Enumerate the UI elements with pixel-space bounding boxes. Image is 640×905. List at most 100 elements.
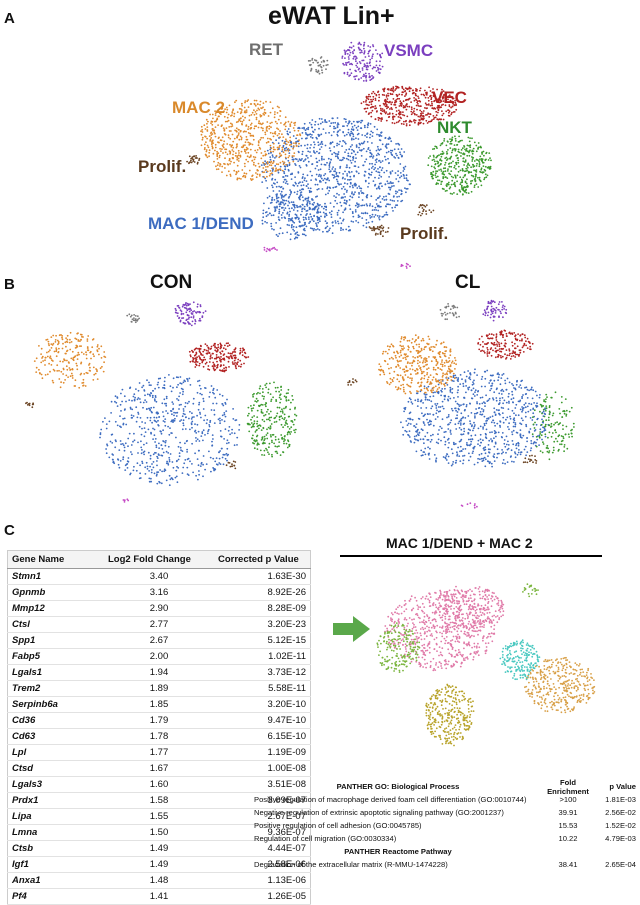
- cluster-mac2: [200, 99, 302, 182]
- title-underline: [340, 555, 602, 557]
- p-value-cell: 9.36E-07: [214, 824, 311, 841]
- fold-enrichment-cell: 38.41: [558, 860, 578, 869]
- cluster-vec: [360, 85, 458, 127]
- cluster-misc: [263, 246, 411, 269]
- panther-reactome-header-row: PANTHER Reactome Pathway: [254, 845, 636, 858]
- fold-enrichment-cell: >100: [559, 795, 577, 804]
- table-row: Lipa 1.55 2.67E-07: [7, 808, 311, 825]
- p-value-cell: 1.52E-02: [605, 821, 636, 830]
- panther-table: PANTHER GO: Biological Process Fold Enri…: [254, 778, 636, 871]
- label-vec: VEC: [432, 88, 467, 107]
- fold-change-cell: 1.94: [104, 664, 214, 681]
- panel-b-letter: B: [4, 276, 15, 293]
- p-value-cell: 1.81E-03: [605, 795, 636, 804]
- gene-name-cell: Stmn1: [7, 568, 104, 585]
- fold-change-cell: 1.67: [104, 760, 214, 777]
- panther-row: Positive regulation of cell adhesion (GO…: [254, 819, 636, 832]
- gene-name-cell: Ctsd: [7, 760, 104, 777]
- gene-table: Gene Name Log2 Fold Change Corrected p V…: [7, 550, 311, 905]
- gene-name-cell: Ctsl: [7, 616, 104, 633]
- fold-change-cell: 1.78: [104, 728, 214, 745]
- gene-name-cell: Lgals3: [7, 776, 104, 793]
- cluster-vsmc: [341, 41, 384, 82]
- fold-change-cell: 1.55: [104, 808, 214, 825]
- table-row: Lgals3 1.60 3.51E-08: [7, 776, 311, 793]
- cluster-mac1: [260, 117, 411, 241]
- panther-row: Positive regulation of macrophage derive…: [254, 793, 636, 806]
- p-value-cell: 1.13E-06: [214, 872, 311, 889]
- p-value-cell: 3.20E-10: [214, 696, 311, 713]
- p-value-cell: 3.09E-07: [214, 792, 311, 809]
- table-row: Stmn1 3.40 1.63E-30: [7, 568, 311, 585]
- gene-name-cell: Cd36: [7, 712, 104, 729]
- fold-change-cell: 1.85: [104, 696, 214, 713]
- cl-plot: [347, 299, 575, 509]
- p-value-cell: 3.73E-12: [214, 664, 311, 681]
- panther-reactome-header: PANTHER Reactome Pathway: [344, 847, 452, 856]
- p-value-cell: 3.51E-08: [214, 776, 311, 793]
- arrow-icon: [333, 616, 370, 642]
- fold-change-cell: 1.89: [104, 680, 214, 697]
- table-row: Prdx1 1.58 3.09E-07: [7, 792, 311, 809]
- gene-name-cell: Anxa1: [7, 872, 104, 889]
- gene-name-cell: Lgals1: [7, 664, 104, 681]
- label-mac1-dend: MAC 1/DEND: [148, 214, 254, 233]
- fold-change-cell: 1.48: [104, 872, 214, 889]
- table-row: Ctsl 2.77 3.20E-23: [7, 616, 311, 633]
- gene-name-cell: Pf4: [7, 888, 104, 905]
- panther-go-header-row: PANTHER GO: Biological Process Fold Enri…: [254, 778, 636, 796]
- p-value-cell: 3.20E-23: [214, 616, 311, 633]
- fold-enrichment-cell: 15.53: [558, 821, 578, 830]
- panel-a-letter: A: [4, 10, 15, 27]
- term-cell: Positive regulation of cell adhesion (GO…: [254, 821, 422, 830]
- label-vsmc: VSMC: [384, 41, 434, 60]
- p-value-cell: 9.47E-10: [214, 712, 311, 729]
- fold-enrichment-cell: 39.91: [558, 808, 578, 817]
- gene-name-cell: Cd63: [7, 728, 104, 745]
- p-value-cell: 4.79E-03: [605, 834, 636, 843]
- con-plot: [25, 301, 298, 503]
- fold-change-cell: 2.67: [104, 632, 214, 649]
- header-gene-name: Gene Name: [7, 550, 104, 569]
- label-nkt: NKT: [437, 118, 472, 137]
- header-pvalue: Corrected p Value: [214, 550, 311, 569]
- fold-change-cell: 3.16: [104, 584, 214, 601]
- label-ret: RET: [249, 40, 283, 59]
- fold-change-cell: 2.77: [104, 616, 214, 633]
- panel-b-con-title: CON: [150, 272, 193, 293]
- gene-name-cell: Lipa: [7, 808, 104, 825]
- gene-name-cell: Lmna: [7, 824, 104, 841]
- p-value-cell: 1.26E-05: [214, 888, 311, 905]
- cluster-nkt: [427, 135, 492, 196]
- table-row: Cd63 1.78 6.15E-10: [7, 728, 311, 745]
- gene-name-cell: Ctsb: [7, 840, 104, 857]
- gene-name-cell: Prdx1: [7, 792, 104, 809]
- gene-name-cell: Serpinb6a: [7, 696, 104, 713]
- p-value-cell: 8.28E-09: [214, 600, 311, 617]
- term-cell: Positive regulation of macrophage derive…: [254, 795, 527, 804]
- gene-table-header: Gene Name Log2 Fold Change Corrected p V…: [7, 550, 311, 569]
- p-value-cell: 1.00E-08: [214, 760, 311, 777]
- combined-mac-plot: [376, 583, 596, 747]
- p-value-header: p Value: [609, 782, 636, 791]
- term-cell: Negative regulation of extrinsic apoptot…: [254, 808, 504, 817]
- panther-row: Degradation of the extracellular matrix …: [254, 858, 636, 871]
- table-row: Fabp5 2.00 1.02E-11: [7, 648, 311, 665]
- fold-change-cell: 3.40: [104, 568, 214, 585]
- p-value-cell: 5.58E-11: [214, 680, 311, 697]
- fold-change-cell: 1.50: [104, 824, 214, 841]
- table-row: Spp1 2.67 5.12E-15: [7, 632, 311, 649]
- table-row: Ctsd 1.67 1.00E-08: [7, 760, 311, 777]
- table-row: Serpinb6a 1.85 3.20E-10: [7, 696, 311, 713]
- gene-name-cell: Fabp5: [7, 648, 104, 665]
- p-value-cell: 1.02E-11: [214, 648, 311, 665]
- p-value-cell: 6.15E-10: [214, 728, 311, 745]
- fold-change-cell: 1.77: [104, 744, 214, 761]
- fold-change-cell: 1.79: [104, 712, 214, 729]
- fold-change-cell: 2.90: [104, 600, 214, 617]
- panther-go-header: PANTHER GO: Biological Process: [336, 782, 460, 791]
- p-value-cell: 5.12E-15: [214, 632, 311, 649]
- gene-name-cell: Spp1: [7, 632, 104, 649]
- panther-row: Regulation of cell migration (GO:0030334…: [254, 832, 636, 845]
- table-row: Gpnmb 3.16 8.92E-26: [7, 584, 311, 601]
